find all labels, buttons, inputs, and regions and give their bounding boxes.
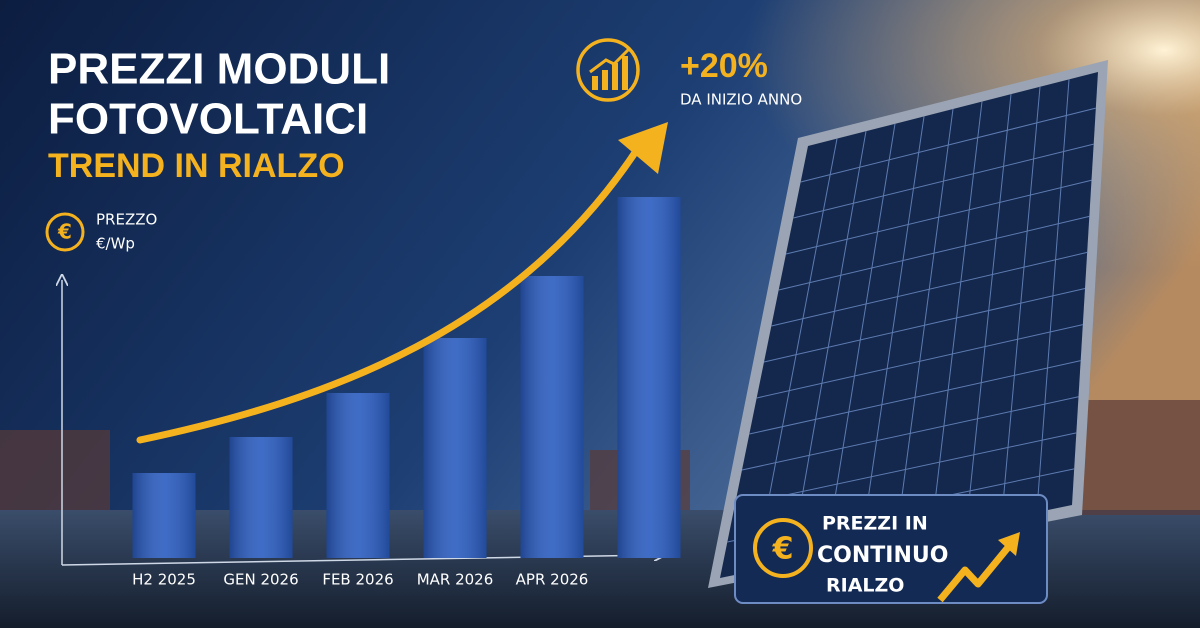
trend-arrow-head	[618, 122, 668, 174]
panel-grid	[727, 79, 1096, 571]
panel-grid-line	[734, 432, 1077, 507]
badge-euro-symbol: €	[772, 532, 794, 567]
badge-arrow-head	[998, 532, 1020, 556]
growth-icon-bars	[592, 56, 628, 90]
growth-icon-arrow	[589, 46, 632, 74]
badge-text: PREZZI IN	[822, 513, 928, 535]
x-tick-label: H2 2025	[132, 571, 196, 589]
bar-shade	[229, 437, 293, 558]
annotation-value: +20%	[680, 47, 768, 85]
bars: H2 2025 GEN 2026 FEB 2026 MAR 2026 APR 2026	[132, 197, 681, 589]
badge-text: RIALZO	[826, 575, 904, 597]
panel-grid-line	[771, 251, 1088, 327]
trend-arrow	[136, 141, 644, 444]
annotation-text: DA INIZIO ANNO	[680, 91, 802, 109]
x-tick-label: MAR 2026	[417, 571, 494, 589]
bar-shade	[326, 393, 390, 558]
subtitle: TREND IN RIALZO	[48, 147, 345, 185]
title-line: FOTOVOLTAICI	[48, 95, 368, 144]
y-axis-label: PREZZO	[96, 211, 157, 229]
bar-shade	[617, 197, 681, 558]
euro-icon-symbol: €	[57, 220, 72, 244]
growth-icon	[576, 38, 640, 102]
badge-euro-icon	[753, 518, 813, 578]
x-tick-label: GEN 2026	[223, 571, 298, 589]
panel-grid-line	[749, 360, 1081, 435]
panel-grid-line	[778, 215, 1090, 291]
panel-grid-line	[756, 324, 1083, 399]
panel-grid-line	[793, 143, 1094, 219]
bar-shade	[132, 473, 196, 558]
solar-panel	[720, 72, 1098, 578]
badge-text: CONTINUO	[817, 543, 948, 568]
panel-grid-line	[763, 288, 1086, 363]
badge-arrow	[937, 542, 1013, 603]
y-axis-label: €/Wp	[96, 235, 135, 253]
bar-shade	[423, 338, 487, 558]
title-line: PREZZI MODULI	[48, 45, 390, 94]
x-tick-label: APR 2026	[516, 571, 589, 589]
panel-grid-line	[800, 107, 1096, 183]
euro-icon	[45, 212, 85, 252]
panel-grid-line	[741, 396, 1079, 471]
bar-shade	[520, 276, 584, 558]
panel-grid-line	[785, 179, 1092, 255]
x-tick-label: FEB 2026	[322, 571, 393, 589]
